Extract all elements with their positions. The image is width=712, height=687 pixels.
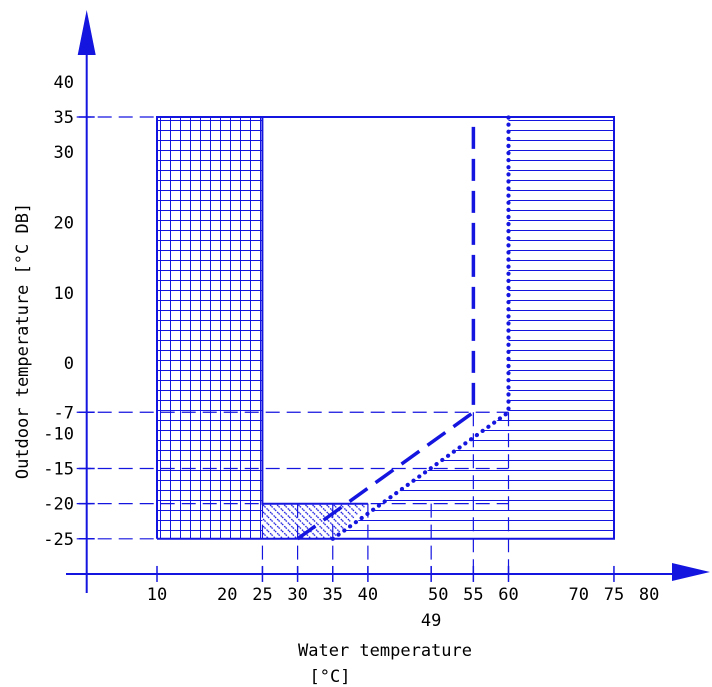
x-tick-label: 80 [639,585,659,605]
y-tick-label: 40 [54,73,74,93]
y-tick-label: -25 [43,530,74,550]
x-tick-label: 75 [604,585,624,605]
x-tick-label: 50 [428,585,448,605]
x-tick-label: 25 [252,585,272,605]
region-outlines-layer [156,116,615,540]
x-tick-label: 10 [147,585,167,605]
y-tick-label: -15 [43,460,74,480]
x-axis-unit: [°C] [310,667,351,687]
region-horizontal-hatch-2 [262,412,509,539]
x-tick-label: 20 [217,585,237,605]
y-tick-label: 20 [54,213,74,233]
x-tick-label: 55 [463,585,483,605]
region-dotted-hatch-3 [262,503,368,539]
y-axis-title: Outdoor temperature [°C DB] [13,203,33,479]
y-tick-label: 30 [54,143,74,163]
x-tick-label: 40 [358,585,378,605]
x-tick-label: 70 [569,585,589,605]
x-axis-arrow [672,563,710,581]
y-axis-arrow [77,10,96,55]
x-tick-label: 49 [421,611,441,631]
region-grid-0 [157,117,263,539]
regions-layer [157,117,614,539]
x-ticks-layer: 10 20 25 30 35 40 49 50 55 60 70 75 80 [147,565,659,631]
y-tick-label: 35 [54,108,74,128]
region-horizontal-hatch-1 [508,117,614,539]
y-tick-label: 0 [64,354,74,374]
x-tick-label: 60 [498,585,518,605]
axes-layer [66,10,710,593]
x-tick-label: 35 [323,585,343,605]
series-dotted-line [330,114,511,541]
y-tick-label: -10 [43,424,74,444]
x-tick-label: 30 [287,585,307,605]
series-dashed-line [296,117,476,541]
x-axis-title: Water temperature [298,641,472,661]
series-layer [296,114,511,541]
region-outline-1 [157,116,615,540]
y-tick-label: -7 [54,403,74,423]
y-tick-label: -20 [43,495,74,515]
y-tick-label: 10 [54,284,74,304]
y-ticks-layer: 40 35 30 20 10 0 -7-10 -15 -20 -25 [43,73,95,550]
